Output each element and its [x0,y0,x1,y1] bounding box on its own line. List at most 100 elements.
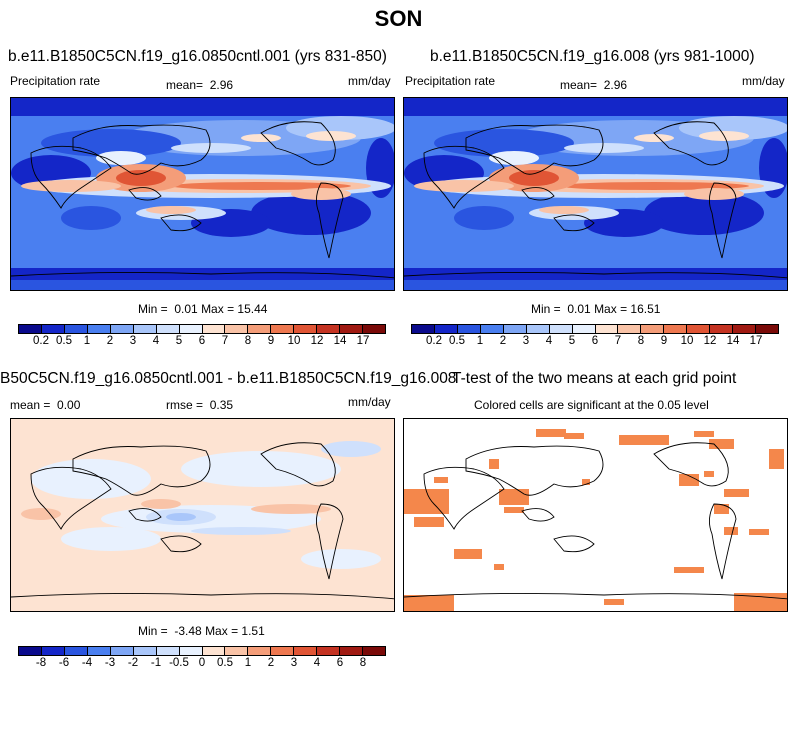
colorbar-tick-label: 7 [221,335,229,347]
colorbar-tick-label: 6 [336,657,344,669]
colorbar-swatch [64,325,88,333]
significant-cells [404,429,787,611]
colorbar-swatch [271,325,295,333]
mean-bottom-left: mean = 0.00 [10,398,80,412]
variable-label-top-left: Precipitation rate [10,74,101,88]
units-bottom-left: mm/day [348,395,391,409]
colorbar-tick-label: 2 [267,657,275,669]
colorbar-swatch [363,647,385,655]
colorbar-swatch [271,647,295,655]
mean-label: mean= [560,78,598,92]
colorbar-tick-label: 9 [267,335,275,347]
min-label: Min = [138,302,168,316]
colorbar-tick-label: -1 [150,657,162,669]
ttest-subtitle: Colored cells are significant at the 0.0… [474,398,709,412]
colorbar-swatch [248,325,272,333]
ttest-title: T-test of the two means at each grid poi… [452,370,737,387]
colorbar-swatch [526,325,550,333]
colorbar-swatch [733,325,757,333]
colorbar-swatch [595,325,619,333]
colorbar-swatch [340,647,364,655]
colorbar-tick-label: -6 [58,657,70,669]
colorbar-tick-label: 3 [522,335,530,347]
colorbar-swatch [248,647,272,655]
mean-value: 2.96 [603,78,628,92]
case-title-top-left: b.e11.B1850C5CN.f19_g16.0850cntl.001 (yr… [8,48,387,65]
colorbar-tick-label: 8 [637,335,645,347]
units-top-left: mm/day [348,74,391,88]
colorbar-swatch [340,325,364,333]
colorbar-tick-label: 2 [499,335,507,347]
colorbar-swatch [179,325,203,333]
colorbar-swatch [710,325,734,333]
colorbar-swatch [202,647,226,655]
colorbar-tick-label: 2 [106,335,114,347]
max-value: 1.51 [241,624,265,638]
figure-title: SON [374,6,423,31]
colorbar-difference [18,646,386,656]
colorbar-tick-label: 14 [726,335,740,347]
colorbar-tick-label: 10 [680,335,694,347]
mean-value: 0.00 [57,398,81,412]
colorbar-swatch [110,325,134,333]
case-title-top-right: b.e11.B1850C5CN.f19_g16.008 (yrs 981-100… [430,48,755,65]
rmse-label: rmse = [166,398,204,412]
max-label: Max = [594,302,628,316]
precip-field [11,98,394,290]
rmse-bottom-left: rmse = 0.35 [166,398,233,412]
minmax-bottom-left: Min = -3.48 Max = 1.51 [138,624,265,638]
colorbar-tick-label: 0.5 [56,335,72,347]
min-value: -3.48 [174,624,202,638]
min-label: Min = [531,302,561,316]
colorbar-tick-label: 0.5 [217,657,233,669]
colorbar-swatch [412,325,435,333]
colorbar-swatch [41,325,65,333]
minmax-top-right: Min = 0.01 Max = 16.51 [531,302,660,316]
colorbar-swatch [87,647,111,655]
mean-label: mean = [10,398,51,412]
coastlines [404,442,787,600]
colorbar-tick-label: 17 [749,335,763,347]
max-value: 16.51 [630,302,661,316]
colorbar-tick-label: -2 [127,657,139,669]
colorbar-swatch [225,647,249,655]
coastlines [11,442,394,600]
colorbar-tick-label: 0 [198,657,206,669]
colorbar-swatch [363,325,385,333]
colorbar-tick-label: 7 [614,335,622,347]
colorbar-tick-label: 1 [83,335,91,347]
colorbar-tick-label: 0.2 [33,335,49,347]
colorbar-swatch [549,325,573,333]
case-title-bottom-left: B50C5CN.f19_g16.0850cntl.001 - b.e11.B18… [0,370,457,387]
colorbar-swatch [19,647,42,655]
colorbar-swatch [225,325,249,333]
mean-label: mean= [166,78,204,92]
colorbar-tick-label: 6 [198,335,206,347]
min-label: Min = [138,624,168,638]
colorbar-swatch [687,325,711,333]
min-value: 0.01 [567,302,591,316]
colorbar-tick-label: 0.5 [449,335,465,347]
colorbar-swatch [110,647,134,655]
significance-map [403,418,788,612]
difference-map [10,418,395,612]
colorbar-swatch [641,325,665,333]
precip-map-top-left [10,97,395,291]
colorbar-tick-label: 8 [359,657,367,669]
colorbar-tick-label: 1 [476,335,484,347]
mean-top-right: mean= 2.96 [560,78,627,92]
minmax-top-left: Min = 0.01 Max = 15.44 [138,302,267,316]
colorbar-labels-top-right: 0.2 0.5 1 2 3 4 5 6 7 8 9 10 12 14 17 [411,335,779,349]
colorbar-swatch [19,325,42,333]
colorbar-swatch [503,325,527,333]
colorbar-top-right [411,324,779,334]
colorbar-swatch [317,325,341,333]
max-label: Max = [201,302,235,316]
max-label: Max = [205,624,239,638]
colorbar-tick-label: 8 [244,335,252,347]
colorbar-tick-label: 5 [568,335,576,347]
precip-map-top-right [403,97,788,291]
coastlines [11,121,394,279]
min-value: 0.01 [174,302,198,316]
colorbar-swatch [572,325,596,333]
